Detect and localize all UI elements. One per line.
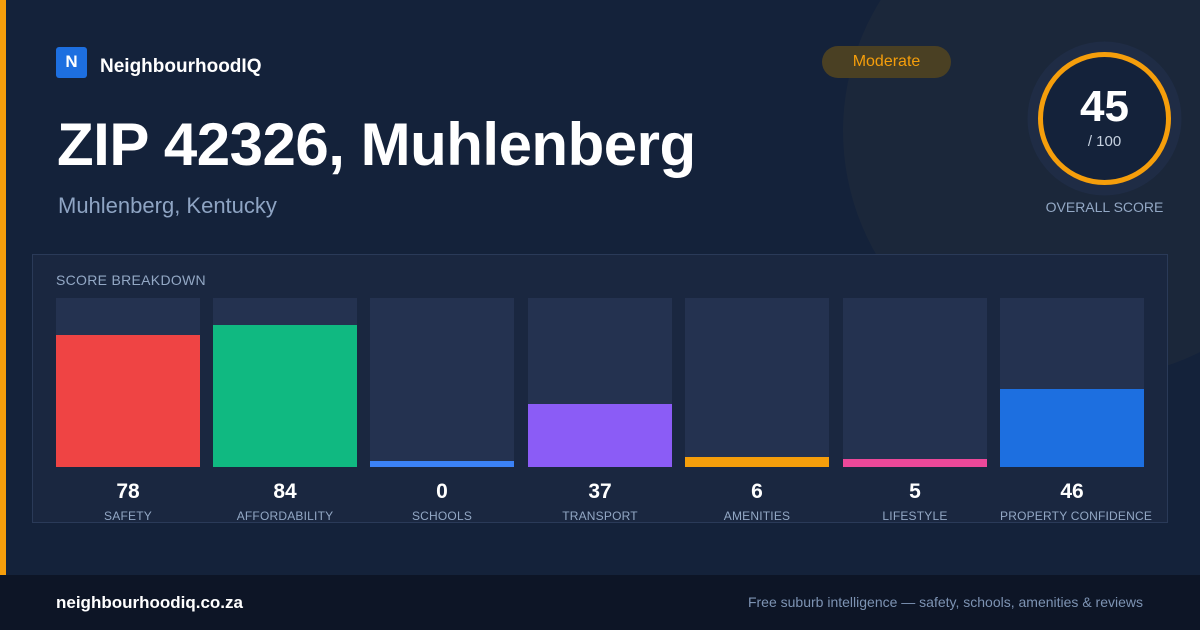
overall-score-value: 45 bbox=[1080, 82, 1129, 131]
breakdown-item-property-confidence: 46 PROPERTY CONFIDENCE bbox=[1000, 298, 1153, 523]
bar-fill bbox=[213, 325, 357, 467]
footer-tagline: Free suburb intelligence — safety, schoo… bbox=[747, 594, 1143, 610]
bar-track bbox=[56, 298, 200, 467]
brand-name: NeighbourhoodIQ bbox=[100, 56, 262, 77]
bar-label: AFFORDABILITY bbox=[236, 509, 334, 523]
rating-badge: Moderate bbox=[822, 46, 951, 78]
bar-fill bbox=[56, 335, 200, 467]
breakdown-item-safety: 78 SAFETY bbox=[56, 298, 200, 523]
breakdown-title: SCORE BREAKDOWN bbox=[56, 272, 206, 288]
bar-value: 84 bbox=[273, 480, 297, 503]
bar-label: TRANSPORT bbox=[562, 509, 638, 523]
bar-label: PROPERTY CONFIDENCE bbox=[1000, 509, 1153, 523]
bar-fill bbox=[843, 459, 987, 467]
brand[interactable]: N NeighbourhoodIQ bbox=[56, 46, 261, 78]
bar-label: AMENITIES bbox=[723, 509, 791, 523]
footer: neighbourhoodiq.co.za Free suburb intell… bbox=[0, 575, 1200, 630]
bar-track bbox=[685, 298, 829, 467]
score-breakdown-panel: SCORE BREAKDOWN 78 SAFETY 84 AFFORDABILITY 0… bbox=[32, 254, 1168, 523]
score-ring-icon bbox=[1027, 41, 1182, 196]
bar-fill bbox=[370, 461, 514, 467]
breakdown-item-affordability: 84 AFFORDABILITY bbox=[213, 298, 357, 523]
overall-score-caption: OVERALL SCORE bbox=[1045, 199, 1164, 215]
bar-fill bbox=[1000, 389, 1144, 467]
bar-track bbox=[528, 298, 672, 467]
brand-logo-icon: N bbox=[56, 46, 87, 78]
breakdown-item-schools: 0 SCHOOLS bbox=[370, 298, 514, 523]
bar-value: 6 bbox=[751, 480, 763, 503]
page-title: ZIP 42326, Muhlenberg bbox=[57, 111, 696, 178]
footer-domain-link[interactable]: neighbourhoodiq.co.za bbox=[56, 593, 243, 612]
bar-track bbox=[843, 298, 987, 467]
bar-value: 78 bbox=[116, 480, 140, 503]
bar-track bbox=[370, 298, 514, 467]
bar-track bbox=[213, 298, 357, 467]
bar-label: SAFETY bbox=[104, 509, 152, 523]
overall-score-gauge: 45 / 100 bbox=[1027, 41, 1182, 196]
breakdown-item-transport: 37 TRANSPORT bbox=[528, 298, 672, 523]
bar-value: 37 bbox=[588, 480, 612, 503]
breakdown-item-amenities: 6 AMENITIES bbox=[685, 298, 829, 523]
bar-fill bbox=[528, 404, 672, 467]
accent-bar bbox=[0, 0, 6, 575]
bar-label: SCHOOLS bbox=[411, 509, 473, 523]
bar-fill bbox=[685, 457, 829, 467]
bar-value: 0 bbox=[436, 480, 448, 503]
bar-track bbox=[1000, 298, 1144, 467]
bar-value: 46 bbox=[1060, 480, 1084, 503]
bar-label: LIFESTYLE bbox=[882, 509, 948, 523]
overall-score-max: / 100 bbox=[1087, 133, 1122, 150]
bar-value: 5 bbox=[909, 480, 921, 503]
location-subtitle: Muhlenberg, Kentucky bbox=[58, 193, 277, 218]
breakdown-item-lifestyle: 5 LIFESTYLE bbox=[843, 298, 987, 523]
